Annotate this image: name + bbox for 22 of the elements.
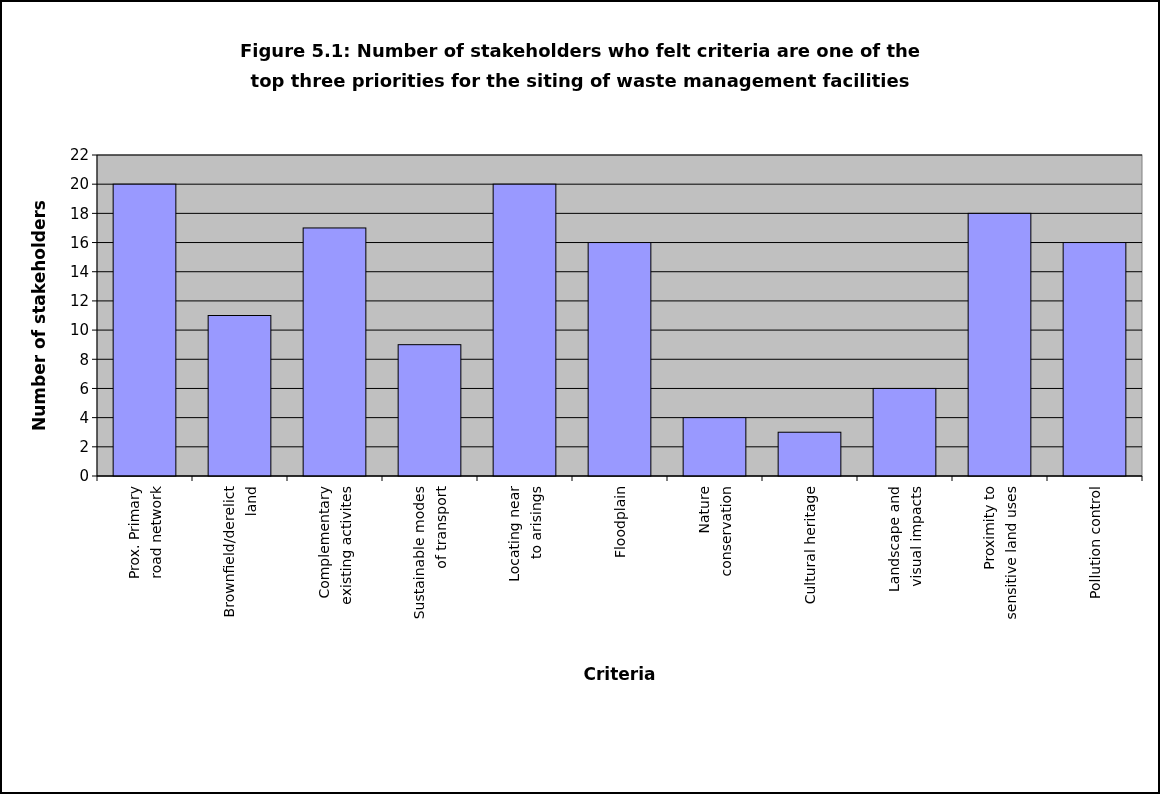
y-tick-label: 16	[69, 233, 89, 252]
y-tick-label: 18	[69, 204, 89, 223]
y-tick-label: 10	[69, 321, 89, 340]
x-tick-label: Floodplain	[611, 486, 628, 559]
y-tick-label: 4	[79, 408, 89, 427]
y-tick-label: 20	[69, 175, 89, 194]
y-tick-label: 8	[79, 350, 89, 369]
chart-title: Figure 5.1: Number of stakeholders who felt criteria are one of the top three priorities for the siting of waste management facilities	[239, 40, 921, 91]
x-tick-label: Prox. Primary road network	[125, 485, 164, 580]
y-tick-label: 2	[79, 438, 89, 457]
y-axis-title: Number of stakeholders	[29, 200, 49, 431]
x-tick-label: Landscape and visual impacts	[885, 486, 924, 592]
x-tick-label: Pollution control	[1086, 486, 1103, 599]
y-tick-label: 14	[69, 262, 89, 281]
y-tick-label: 0	[79, 467, 89, 486]
y-tick-label: 6	[79, 379, 89, 398]
x-tick-label: Cultural heritage	[801, 486, 818, 605]
x-tick-label: Nature conservation	[695, 486, 734, 577]
y-tick-label: 12	[69, 292, 89, 311]
y-tick-label: 22	[69, 146, 89, 165]
x-axis-title: Criteria	[583, 664, 656, 684]
x-tick-label: Brownfield/derelict land	[220, 485, 259, 618]
